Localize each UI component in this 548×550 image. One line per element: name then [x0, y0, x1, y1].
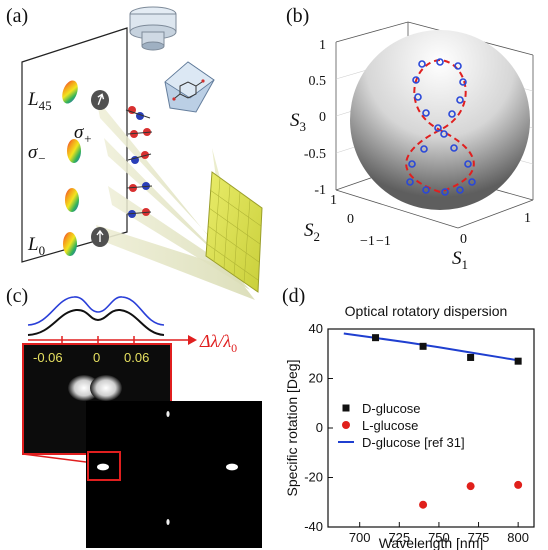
s3-tick: 1 — [319, 38, 326, 53]
data-point-d-glucose — [419, 342, 427, 350]
s1-tick: −1 — [376, 234, 391, 249]
diffraction-image — [86, 401, 262, 548]
diffraction-spot — [166, 519, 170, 525]
s2-tick: 1 — [330, 193, 337, 208]
photon-spin-markers — [125, 106, 153, 218]
zoom-box — [87, 451, 121, 481]
x-axis: 700 725 750 775 800 — [349, 522, 529, 545]
s3-tick: 0.5 — [309, 74, 327, 89]
data-point-d-glucose — [372, 334, 380, 342]
y-axis-label: Specific rotation [Deg] — [284, 360, 300, 497]
s1-tick: 0 — [460, 232, 467, 247]
glucose-molecule-icon — [172, 79, 205, 101]
delta-arrow — [164, 335, 197, 345]
diffraction-spot — [166, 411, 170, 417]
x-tick-label: 750 — [428, 530, 450, 545]
axis-s3-label: S3 — [290, 110, 306, 134]
beam-l0 — [96, 225, 255, 300]
plot-area — [327, 328, 535, 528]
legend-label: L-glucose — [362, 418, 418, 433]
s2-tick: −1 — [360, 234, 375, 249]
diffraction-spot — [97, 463, 109, 471]
panel-b: (b) 1 — [286, 5, 534, 272]
objective-lens-icon — [129, 6, 177, 51]
panel-c: (c) Δλ/λ0 -0.06 0 0.06 — [6, 285, 262, 548]
y-tick-label: 20 — [309, 371, 323, 386]
diffraction-spot — [226, 463, 238, 471]
x-tick-label: 700 — [349, 530, 371, 545]
delta-lambda-label: Δλ/λ0 — [199, 331, 237, 355]
y-tick-label: 0 — [316, 420, 323, 435]
panel-b-label: (b) — [286, 5, 309, 27]
inset-spot-left — [68, 375, 100, 401]
s2-tick: 0 — [347, 212, 354, 227]
panel-d-label: (d) — [282, 285, 305, 307]
chart-title: Optical rotatory dispersion — [345, 303, 508, 319]
panel-d: (d) Optical rotatory dispersion 700 725 75… — [282, 285, 535, 550]
inset-tick-label: 0.06 — [124, 350, 149, 365]
label-sigma-minus: σ− — [28, 142, 46, 166]
inset-spot-right — [90, 375, 122, 401]
axis-s2-label: S2 — [304, 220, 320, 244]
profile-blue — [27, 296, 165, 326]
x-tick-label: 725 — [388, 530, 410, 545]
measured-states — [406, 58, 476, 196]
inset-tick-label: -0.06 — [33, 350, 63, 365]
s3-tick: 0 — [319, 110, 326, 125]
label-l0: L0 — [27, 234, 45, 258]
axis-s1-label: S1 — [452, 248, 468, 272]
s1-tick: 1 — [524, 211, 531, 226]
inset-tick-label: 0 — [93, 350, 100, 365]
y-tick-label: -40 — [304, 519, 323, 534]
panel-c-label: (c) — [6, 285, 28, 307]
panel-a: (a) — [6, 5, 263, 300]
legend-swatch — [342, 404, 350, 412]
label-sigma-plus: σ+ — [74, 122, 92, 146]
data-point-l-glucose — [419, 500, 428, 509]
x-tick-label: 775 — [468, 530, 490, 545]
panel-a-label: (a) — [6, 5, 28, 27]
series-layer — [343, 332, 523, 509]
s3-tick: -1 — [314, 183, 326, 198]
label-l45: L45 — [27, 89, 52, 113]
data-point-d-glucose — [467, 353, 475, 361]
x-tick-label: 800 — [507, 530, 529, 545]
legend-label: D-glucose [ref 31] — [362, 435, 465, 450]
legend: D-glucose L-glucose D-glucose [ref 31] — [338, 401, 465, 450]
poincare-sphere — [350, 30, 530, 210]
data-point-l-glucose — [514, 480, 523, 489]
profile-black — [27, 308, 165, 336]
polarization-trajectory — [405, 58, 475, 194]
data-point-l-glucose — [466, 482, 475, 491]
polarization-spots — [62, 80, 109, 256]
legend-label: D-glucose — [362, 401, 421, 416]
data-point-d-glucose — [514, 357, 522, 365]
metasurface-grid — [206, 177, 262, 284]
y-tick-label: -20 — [304, 470, 323, 485]
y-tick-label: 40 — [309, 321, 323, 336]
metasurface — [205, 171, 263, 293]
y-axis: -40 -20 0 20 40 — [304, 321, 333, 534]
s3-tick: -0.5 — [304, 147, 326, 162]
legend-swatch — [342, 421, 350, 429]
x-axis-label: Wavelength [nm] — [379, 535, 484, 550]
